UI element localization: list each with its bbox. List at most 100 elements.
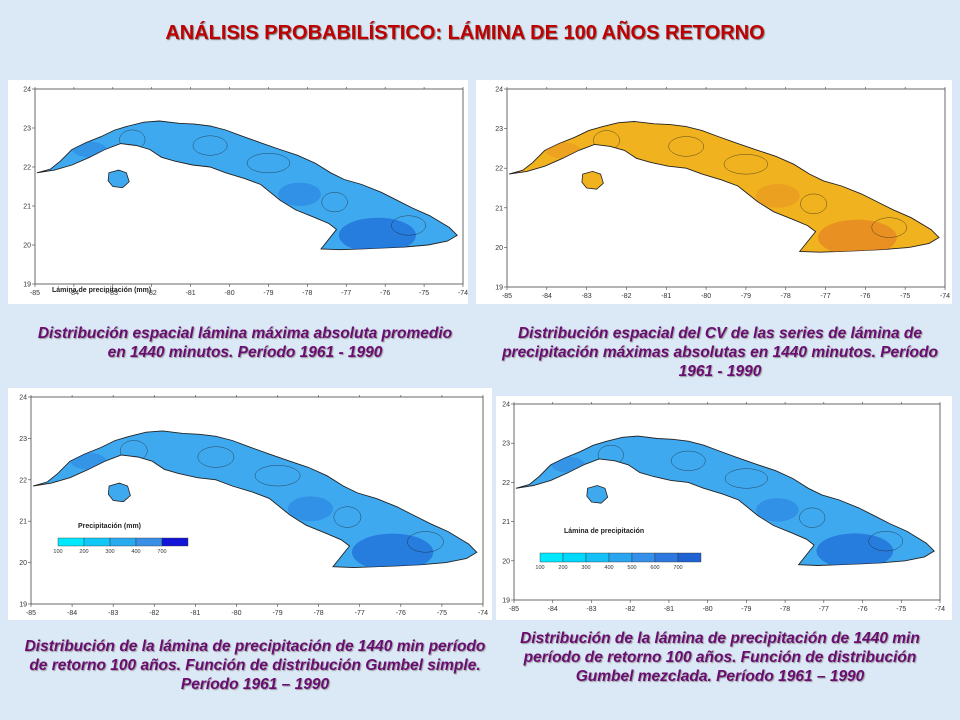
lat-tick-label: 20 [19, 560, 27, 567]
lat-tick-label: 21 [23, 204, 31, 211]
cuba-island-shape [36, 120, 458, 251]
map-svg: -85 -84 -83 -82 -81 -80 -79 -78 -77 -76 -75 -74 24 23… [19, 395, 488, 618]
cuba-island-shape [508, 121, 940, 253]
lat-tick-label: 23 [495, 126, 503, 133]
legend-swatch [83, 537, 111, 547]
lon-tick-label: -75 [896, 606, 906, 613]
lat-tick-label: 20 [495, 245, 503, 252]
lon-tick-label: -74 [935, 606, 945, 613]
legend-tick-label: 100 [535, 565, 544, 571]
map-legend: Precipitación (mm) 100 200 300 400 700 [53, 523, 189, 555]
cuba-island-shape [32, 430, 478, 569]
legend-tick-label: 300 [581, 565, 590, 571]
lat-tick-label: 24 [23, 87, 31, 94]
lon-tick-label: -81 [190, 610, 200, 617]
lat-tick-label: 21 [495, 205, 503, 212]
lon-tick-label: -76 [860, 293, 870, 300]
slide-title: ANÁLISIS PROBABILÍSTICO: LÁMINA DE 100 A… [165, 22, 765, 44]
lon-tick-label: -85 [502, 293, 512, 300]
lat-tick-label: 21 [19, 519, 27, 526]
caption-gumbel-simple: Distribución de la lámina de precipitaci… [24, 638, 486, 693]
legend-tick-label: 400 [131, 549, 140, 555]
lon-tick-label: -81 [661, 293, 671, 300]
legend-tick-label: 200 [558, 565, 567, 571]
lon-tick-label: -77 [341, 290, 351, 297]
map-panel-max-rainfall: -85 -84 -83 -82 -81 -80 -79 -78 -77 -76 -75 -74 24 23… [8, 80, 468, 304]
lat-tick-label: 19 [495, 285, 503, 292]
lon-tick-label: -84 [542, 293, 552, 300]
lon-tick-label: -81 [186, 290, 196, 297]
lon-tick-label: -80 [703, 606, 713, 613]
contour-zones [545, 130, 908, 253]
map-svg: -85 -84 -83 -82 -81 -80 -79 -78 -77 -76 -75 -74 24 23… [502, 402, 945, 614]
map-frame [30, 396, 484, 605]
lat-tick-label: 24 [19, 395, 27, 402]
lon-tick-label: -74 [940, 293, 950, 300]
lon-tick-label: -80 [701, 293, 711, 300]
lon-tick-label: -74 [458, 290, 468, 297]
lat-tick-label: 23 [19, 436, 27, 443]
map-legend: Lámina de precipitación (mm)050100125150… [52, 287, 151, 294]
lat-tick-label: 23 [502, 441, 510, 448]
lat-tick-label: 22 [19, 477, 27, 484]
lon-tick-label: -81 [664, 606, 674, 613]
lon-tick-label: -84 [69, 290, 79, 297]
lon-tick-label: -75 [419, 290, 429, 297]
caption-gumbel-mixed: Distribución de la lámina de precipitaci… [520, 630, 920, 685]
lat-tick-label: 23 [23, 126, 31, 133]
caption-max-rainfall: Distribución espacial lámina máxima abso… [37, 325, 453, 361]
legend-swatch [631, 552, 656, 563]
lon-tick-label: -77 [355, 610, 365, 617]
lat-tick-label: 20 [502, 558, 510, 565]
lon-tick-label: -79 [741, 606, 751, 613]
lon-tick-label: -80 [231, 610, 241, 617]
legend-title: Lámina de precipitación (mm) [52, 287, 151, 294]
lon-tick-label: -75 [900, 293, 910, 300]
map-svg: -85 -84 -83 -82 -81 -80 -79 -78 -77 -76 -75 -74 24 23… [23, 87, 468, 298]
lon-tick-label: -76 [380, 290, 390, 297]
legend-swatch [539, 552, 564, 563]
lon-tick-label: -78 [780, 606, 790, 613]
lat-tick-label: 20 [23, 243, 31, 250]
lon-tick-label: -82 [621, 293, 631, 300]
legend-tick-label: 500 [627, 565, 636, 571]
lon-tick-label: -85 [26, 610, 36, 617]
isla-juventud-shape [581, 170, 604, 190]
isla-juventud-shape [586, 485, 609, 504]
legend-swatch [562, 552, 587, 563]
contour-zones [551, 444, 904, 566]
lon-tick-label: -76 [396, 610, 406, 617]
lon-tick-label: -82 [149, 610, 159, 617]
lon-tick-label: -79 [272, 610, 282, 617]
lon-tick-label: -82 [147, 290, 157, 297]
lat-tick-label: 19 [19, 602, 27, 609]
map-legend: Lámina de precipitación 100 200 300 400 500 60… [535, 528, 702, 571]
lon-tick-label: -83 [582, 293, 592, 300]
legend-tick-label: 700 [157, 549, 166, 555]
lon-tick-label: -77 [819, 606, 829, 613]
lat-tick-label: 24 [495, 87, 503, 94]
map-panel-gumbel-mixed: -85 -84 -83 -82 -81 -80 -79 -78 -77 -76 -75 -74 24 23… [496, 396, 952, 620]
lon-tick-label: -84 [67, 610, 77, 617]
lat-tick-label: 22 [23, 165, 31, 172]
lon-tick-label: -82 [625, 606, 635, 613]
caption-cv: Distribución espacial del CV de las seri… [502, 325, 938, 380]
lon-tick-label: -83 [586, 606, 596, 613]
legend-tick-label: 400 [604, 565, 613, 571]
legend-swatch [654, 552, 679, 563]
lat-tick-label: 24 [502, 402, 510, 409]
map-frame [513, 403, 941, 601]
map-panel-cv: -85 -84 -83 -82 -81 -80 -79 -78 -77 -76 -75 -74 24 23… [476, 80, 952, 304]
legend-title: Precipitación (mm) [78, 523, 141, 530]
lon-tick-label: -79 [263, 290, 273, 297]
legend-swatch [161, 537, 189, 547]
lon-tick-label: -74 [478, 610, 488, 617]
lon-tick-label: -78 [314, 610, 324, 617]
legend-swatch [109, 537, 137, 547]
map-svg: -85 -84 -83 -82 -81 -80 -79 -78 -77 -76 -75 -74 24 23… [495, 87, 950, 301]
legend-swatch [135, 537, 163, 547]
lat-tick-label: 22 [502, 480, 510, 487]
legend-tick-label: 700 [673, 565, 682, 571]
legend-tick-label: 100 [53, 549, 62, 555]
lon-tick-label: -80 [224, 290, 234, 297]
